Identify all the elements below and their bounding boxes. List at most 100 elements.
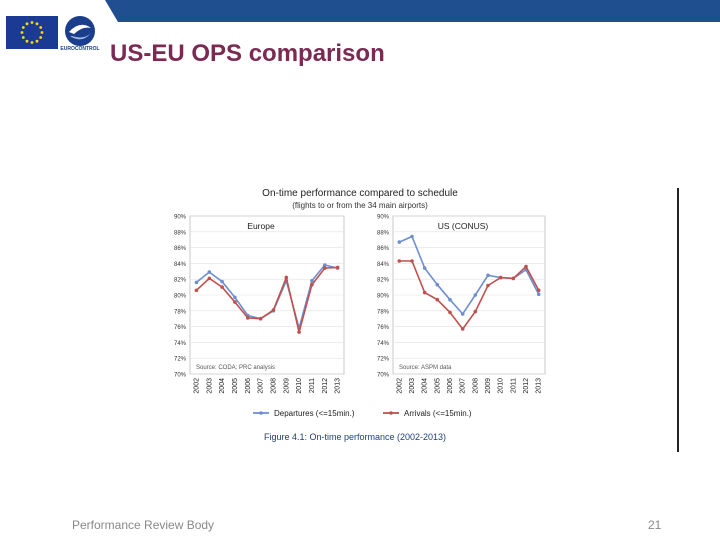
y-tick-label: 90% xyxy=(174,215,187,221)
data-point xyxy=(258,316,263,321)
y-tick-label: 82% xyxy=(174,278,187,284)
x-tick-label: 2003 xyxy=(409,378,416,394)
data-point xyxy=(220,279,224,284)
x-tick-label: 2002 xyxy=(193,378,200,394)
eurocontrol-logo xyxy=(60,14,100,54)
y-tick-label: 84% xyxy=(174,262,187,268)
divider-line xyxy=(677,188,679,452)
data-point xyxy=(422,290,427,295)
x-tick-label: 2005 xyxy=(232,378,239,394)
data-point xyxy=(323,266,327,270)
y-tick-label: 72% xyxy=(377,357,390,363)
logo-text: EUROCONTROL xyxy=(60,46,100,52)
data-point xyxy=(310,279,314,283)
data-point xyxy=(194,280,199,285)
y-tick-label: 72% xyxy=(174,357,187,363)
footer-organization: Performance Review Body xyxy=(72,518,215,532)
eu-star-icon xyxy=(21,36,25,39)
data-point xyxy=(536,288,541,293)
legend-marker xyxy=(259,411,263,415)
banner-band xyxy=(105,0,720,22)
x-tick-label: 2012 xyxy=(322,378,329,394)
data-point xyxy=(435,297,440,302)
data-point xyxy=(486,283,490,288)
data-point xyxy=(498,275,503,280)
x-tick-label: 2002 xyxy=(396,378,403,394)
y-tick-label: 90% xyxy=(377,215,390,221)
series-line xyxy=(195,266,338,333)
x-tick-label: 2004 xyxy=(219,378,226,394)
eu-star-icon xyxy=(21,26,25,29)
x-tick-label: 2011 xyxy=(309,378,316,393)
eu-star-icon xyxy=(20,31,24,34)
eu-star-icon xyxy=(39,36,43,39)
x-tick-label: 2004 xyxy=(422,378,429,394)
x-tick-label: 2007 xyxy=(258,378,265,394)
y-tick-label: 80% xyxy=(174,294,187,300)
data-point xyxy=(297,330,301,334)
data-point xyxy=(397,240,402,244)
data-point xyxy=(486,273,490,278)
y-tick-label: 76% xyxy=(377,325,390,331)
data-point xyxy=(284,275,289,280)
header-banner xyxy=(0,0,720,26)
data-point xyxy=(536,292,541,297)
y-tick-label: 88% xyxy=(377,230,390,236)
x-tick-label: 2008 xyxy=(472,378,479,394)
legend-label: Arrivals (<=15min.) xyxy=(404,409,472,418)
eu-star-icon xyxy=(39,26,43,29)
data-point xyxy=(460,312,465,316)
data-point xyxy=(335,265,340,270)
x-tick-label: 2012 xyxy=(523,378,530,394)
eu-star-icon xyxy=(35,22,39,26)
x-tick-label: 2006 xyxy=(245,378,252,394)
y-tick-label: 82% xyxy=(377,278,390,284)
data-point xyxy=(207,276,212,281)
data-point xyxy=(194,288,199,293)
y-tick-label: 76% xyxy=(174,325,187,331)
y-tick-label: 88% xyxy=(174,230,187,236)
data-point xyxy=(233,295,237,300)
x-tick-label: 2007 xyxy=(460,378,467,394)
data-point xyxy=(397,259,402,263)
x-tick-label: 2009 xyxy=(283,378,290,394)
banner-shape xyxy=(105,0,720,22)
data-point xyxy=(271,308,276,312)
y-tick-label: 70% xyxy=(174,373,187,379)
x-tick-label: 2006 xyxy=(447,378,454,394)
series-line xyxy=(399,260,540,331)
data-point xyxy=(448,310,452,315)
data-point xyxy=(473,309,478,314)
panel-title: US (CONUS) xyxy=(438,221,489,231)
panel-source: Source: ASPM data xyxy=(399,365,452,371)
data-point xyxy=(473,293,478,297)
y-tick-label: 78% xyxy=(174,309,187,315)
data-point xyxy=(310,282,314,287)
data-point xyxy=(233,300,237,304)
data-point xyxy=(422,266,427,270)
x-tick-label: 2011 xyxy=(510,378,517,393)
data-point xyxy=(435,282,440,287)
eu-star-icon xyxy=(35,39,39,43)
x-tick-label: 2010 xyxy=(296,378,303,394)
data-point xyxy=(460,327,465,331)
data-point xyxy=(524,264,528,269)
panel-title: Europe xyxy=(247,221,275,231)
y-tick-label: 86% xyxy=(174,246,187,252)
y-tick-label: 74% xyxy=(377,341,390,347)
data-point xyxy=(246,316,250,320)
eu-star-icon xyxy=(25,22,29,26)
data-point xyxy=(448,297,452,302)
figure-caption: Figure 4.1: On-time performance (2002-20… xyxy=(264,432,446,442)
x-tick-label: 2013 xyxy=(536,378,543,394)
eu-star-icon xyxy=(40,31,44,34)
y-tick-label: 74% xyxy=(174,341,187,347)
data-point xyxy=(410,259,414,263)
panel-source: Source: CODA; PRC analysis xyxy=(196,365,275,371)
data-point xyxy=(220,285,224,289)
x-tick-label: 2008 xyxy=(270,378,277,394)
y-tick-label: 86% xyxy=(377,246,390,252)
eu-star-icon xyxy=(25,39,29,43)
chart-subtitle: (flights to or from the 34 main airports… xyxy=(292,201,428,210)
data-point xyxy=(323,263,327,267)
